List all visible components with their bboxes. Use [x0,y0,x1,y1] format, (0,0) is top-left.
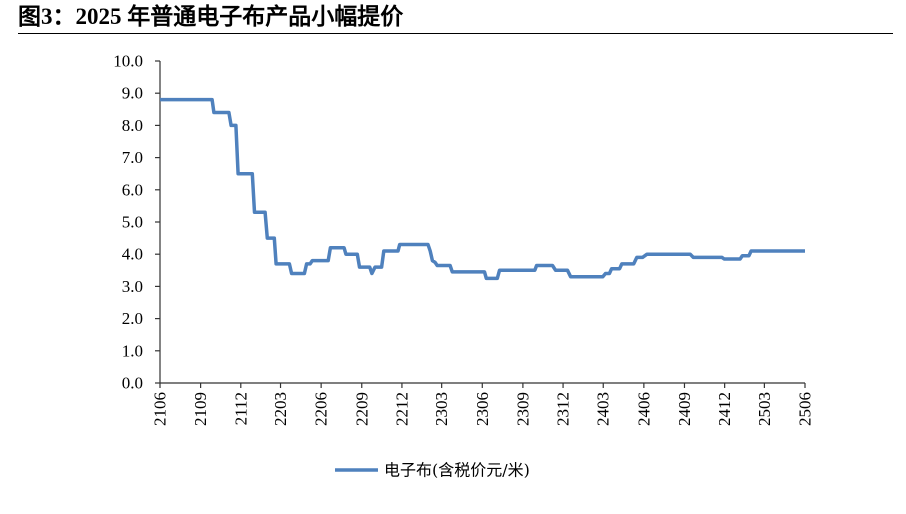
y-tick-label: 6.0 [122,180,143,199]
title-rule [18,33,893,34]
x-tick-label: 2409 [675,392,694,426]
y-tick-label: 7.0 [122,148,143,167]
y-tick-label: 9.0 [122,84,143,103]
y-tick-label: 2.0 [122,309,143,328]
y-tick-label: 5.0 [122,213,143,232]
y-tick-label: 0.0 [122,374,143,393]
legend: 电子布(含税价元/米) [335,461,530,480]
figure-title: 图3：2025 年普通电子布产品小幅提价 [18,4,404,29]
x-tick-label: 2212 [392,392,411,426]
y-tick-label: 1.0 [122,341,143,360]
y-tick-label: 10.0 [113,52,143,71]
x-tick-label: 2406 [634,392,653,426]
x-tick-label: 2303 [432,392,451,426]
x-tick-label: 2309 [513,392,532,426]
x-tick-label: 2203 [271,392,290,426]
y-tick-label: 4.0 [122,245,143,264]
x-tick-label: 2403 [594,392,613,426]
x-tick-label: 2312 [554,392,573,426]
y-tick-label: 3.0 [122,277,143,296]
x-tick-label: 2503 [755,392,774,426]
x-tick-label: 2109 [191,392,210,426]
x-tick-label: 2112 [231,392,250,425]
series-line [160,97,805,281]
x-tick-label: 2306 [473,392,492,426]
x-tick-label: 2106 [151,392,170,426]
y-tick-label: 8.0 [122,116,143,135]
legend-label: 电子布(含税价元/米) [384,461,530,480]
axes: 0.0 1.0 2.0 3.0 4.0 5.0 6.0 7.0 8.0 9.0 10.0 2106 21… [113,52,814,427]
x-tick-label: 2506 [796,392,815,426]
x-tick-label: 2209 [352,392,371,426]
x-tick-label: 2412 [715,392,734,426]
x-tick-label: 2206 [312,392,331,426]
